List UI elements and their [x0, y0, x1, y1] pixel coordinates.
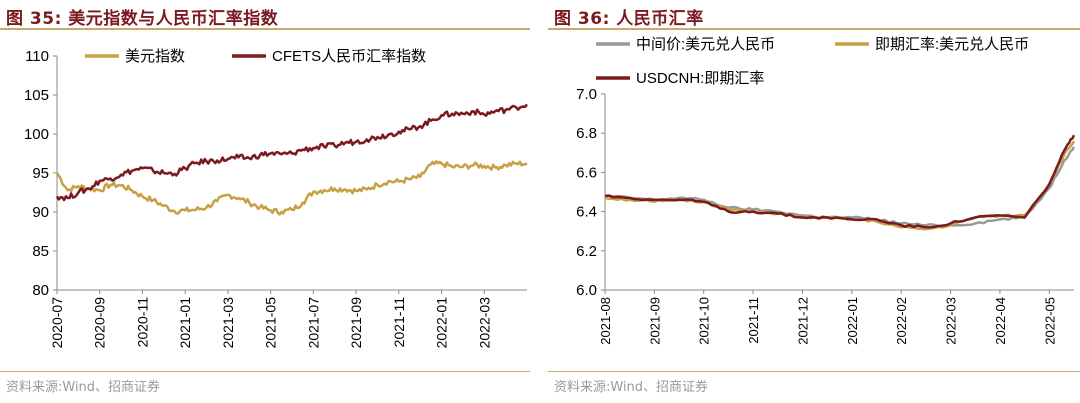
x-tick-label: 2021-01	[177, 297, 193, 349]
legend-label: 即期汇率:美元兑人民币	[875, 36, 1029, 53]
y-tick-label: 85	[32, 243, 49, 260]
legend-label: CFETS人民币汇率指数	[272, 48, 426, 65]
title-rule	[548, 28, 1080, 30]
x-tick-label: 2022-01	[845, 297, 860, 345]
source-note: 资料来源:Wind、招商证券	[554, 380, 709, 395]
chart-panel-rmb-rate: 图 36: 人民币汇率 6.0 6.2 6.4 6.6 6.8 7.0 2021-08 202…	[548, 0, 1080, 403]
x-tick-label: 2021-10	[697, 297, 712, 345]
x-tick-label: 2021-08	[598, 297, 613, 345]
chart-panel-dollar-index: 图 35: 美元指数与人民币汇率指数 80 85 90 95 100 105 110 2020…	[0, 0, 530, 403]
footer-rule	[548, 371, 1080, 372]
legend-label: 中间价:美元兑人民币	[636, 36, 775, 53]
x-tick-label: 2022-03	[944, 297, 959, 345]
y-tick-label: 100	[24, 126, 49, 143]
x-tick-label: 2022-05	[1042, 297, 1057, 345]
x-tick-label: 2021-12	[795, 297, 810, 345]
x-tick-label: 2020-09	[92, 297, 108, 349]
rmb-rate-chart: 6.0 6.2 6.4 6.6 6.8 7.0 2021-08 2021-09 2021-10 2…	[576, 36, 1076, 345]
y-tick-label: 6.4	[576, 204, 597, 221]
x-tick-label: 2021-09	[647, 297, 662, 345]
title-rule	[0, 28, 530, 30]
y-tick-label: 6.0	[576, 282, 597, 299]
x-tick-label: 2021-03	[220, 297, 236, 349]
series-line	[604, 134, 1076, 229]
y-tick-label: 90	[32, 204, 49, 221]
x-tick-label: 2022-02	[894, 297, 909, 345]
y-tick-label: 110	[25, 48, 49, 65]
series-line	[55, 103, 529, 202]
figure-title: 图 36: 人民币汇率	[554, 9, 704, 29]
x-tick-label: 2020-07	[49, 297, 65, 349]
dollar-index-chart: 80 85 90 95 100 105 110 2020-07 2020-09 2020-11 20…	[24, 48, 529, 349]
series-line	[55, 160, 528, 216]
x-tick-label: 2022-04	[993, 297, 1008, 345]
x-tick-label: 2022-03	[476, 297, 492, 349]
x-tick-label: 2020-11	[134, 297, 150, 348]
x-tick-label: 2021-07	[305, 297, 321, 349]
y-tick-label: 7.0	[576, 86, 597, 103]
x-tick-label: 2021-11	[391, 297, 407, 348]
y-tick-label: 6.8	[576, 125, 597, 142]
legend-label: 美元指数	[125, 48, 185, 65]
x-tick-label: 2021-09	[348, 297, 364, 349]
y-tick-label: 6.2	[576, 243, 597, 260]
source-note: 资料来源:Wind、招商证券	[6, 380, 161, 395]
x-tick-label: 2021-11	[746, 297, 761, 344]
y-tick-label: 6.6	[576, 164, 597, 181]
footer-rule	[0, 371, 530, 372]
y-tick-label: 105	[24, 87, 49, 104]
x-tick-label: 2022-01	[434, 297, 450, 349]
figure-title: 图 35: 美元指数与人民币汇率指数	[6, 9, 279, 29]
y-tick-label: 80	[32, 282, 49, 299]
x-tick-label: 2021-05	[263, 297, 279, 349]
y-tick-label: 95	[32, 165, 49, 182]
legend-label: USDCNH:即期汇率	[636, 70, 764, 87]
